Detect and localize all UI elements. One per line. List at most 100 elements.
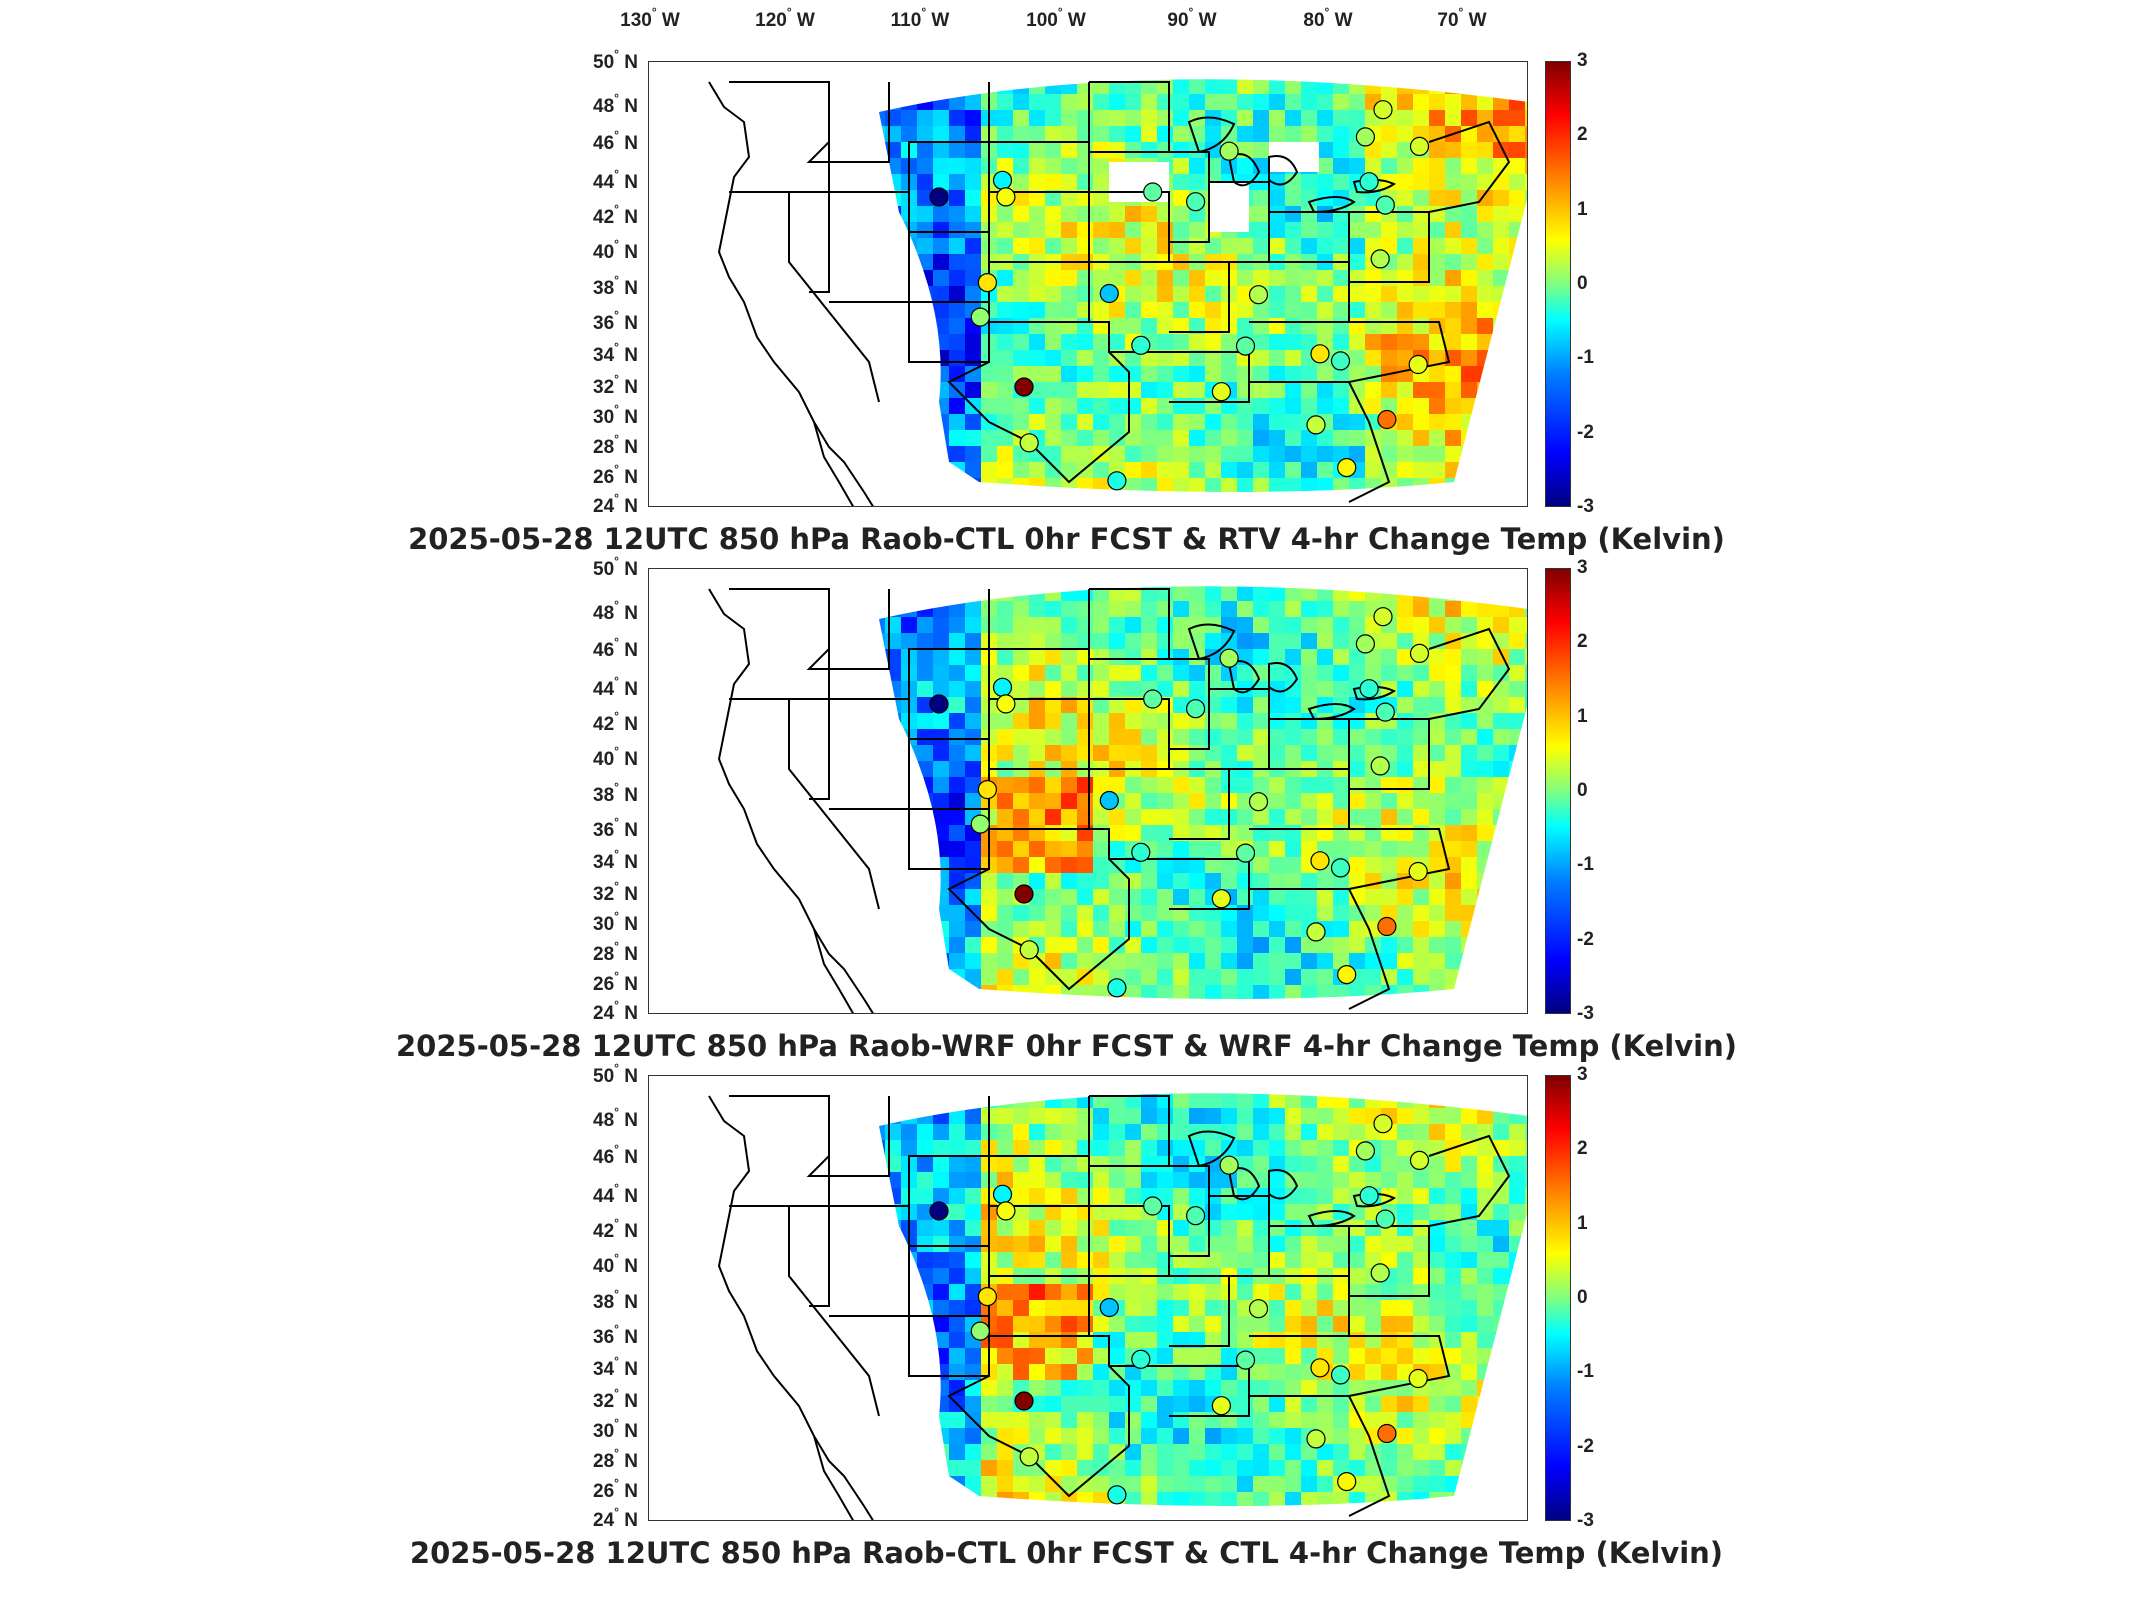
station-marker bbox=[1185, 192, 1206, 212]
panel-title-1: 2025-05-28 12UTC 850 hPa Raob-CTL 0hr FC… bbox=[408, 522, 1725, 556]
station-marker bbox=[1408, 861, 1428, 882]
station-marker bbox=[1211, 1396, 1232, 1416]
latitude-value: 28 bbox=[593, 1451, 615, 1472]
station-marker bbox=[1359, 679, 1379, 699]
colorbar-tick-label: 1 bbox=[1577, 1212, 1588, 1234]
station-marker bbox=[1107, 471, 1127, 491]
latitude-value: 48 bbox=[593, 96, 615, 117]
latitude-suffix: N bbox=[624, 1292, 638, 1313]
longitude-value: 90 bbox=[1167, 10, 1189, 31]
longitude-suffix: W bbox=[796, 10, 815, 31]
degree-symbol: ° bbox=[614, 939, 619, 953]
latitude-value: 50 bbox=[593, 559, 615, 580]
latitude-suffix: N bbox=[624, 1186, 638, 1207]
station-marker bbox=[1248, 285, 1269, 305]
latitude-value: 36 bbox=[593, 1327, 615, 1348]
colorbar-tick-label: -3 bbox=[1577, 496, 1594, 517]
degree-symbol: ° bbox=[1188, 5, 1194, 19]
latitude-value: 28 bbox=[593, 437, 615, 458]
latitude-label: 32° N bbox=[568, 879, 638, 906]
raob-stations bbox=[929, 607, 1430, 998]
map-panel-2 bbox=[648, 568, 1528, 1014]
colorbar-tick-label: -2 bbox=[1577, 928, 1594, 950]
station-marker bbox=[1219, 648, 1239, 668]
latitude-suffix: N bbox=[624, 1256, 638, 1277]
latitude-value: 28 bbox=[593, 944, 615, 965]
latitude-label: 44° N bbox=[568, 674, 638, 701]
station-marker bbox=[1143, 689, 1163, 709]
raob-stations bbox=[929, 100, 1430, 491]
latitude-label: 44° N bbox=[568, 167, 638, 194]
latitude-value: 36 bbox=[593, 313, 615, 334]
state-boundaries bbox=[708, 588, 1511, 1013]
station-marker bbox=[1355, 1141, 1376, 1161]
latitude-value: 46 bbox=[593, 640, 615, 661]
degree-symbol: ° bbox=[614, 47, 619, 61]
latitude-suffix: N bbox=[624, 207, 638, 228]
latitude-suffix: N bbox=[624, 1147, 638, 1168]
station-marker bbox=[977, 1287, 997, 1307]
longitude-value: 80 bbox=[1303, 10, 1325, 31]
degree-symbol: ° bbox=[614, 879, 619, 893]
latitude-value: 44 bbox=[593, 1186, 615, 1207]
degree-symbol: ° bbox=[614, 372, 619, 386]
latitude-suffix: N bbox=[624, 437, 638, 458]
colorbar-tick-label: -1 bbox=[1577, 347, 1594, 369]
latitude-suffix: N bbox=[624, 714, 638, 735]
degree-symbol: ° bbox=[614, 237, 619, 251]
latitude-suffix: N bbox=[624, 1421, 638, 1442]
station-marker bbox=[996, 187, 1016, 207]
colorbar-tick-label: 0 bbox=[1577, 1287, 1588, 1308]
latitude-label: 38° N bbox=[568, 780, 638, 807]
station-marker bbox=[1377, 1423, 1397, 1444]
latitude-value: 40 bbox=[593, 242, 615, 263]
latitude-value: 26 bbox=[593, 974, 615, 995]
station-marker bbox=[1235, 843, 1256, 863]
station-marker bbox=[1337, 1472, 1357, 1492]
latitude-label: 36° N bbox=[568, 815, 638, 842]
longitude-label: 80° W bbox=[1303, 5, 1352, 32]
latitude-value: 42 bbox=[593, 207, 615, 228]
station-marker bbox=[1355, 127, 1376, 147]
station-marker bbox=[1370, 1263, 1390, 1283]
latitude-label: 48° N bbox=[568, 598, 638, 625]
station-marker bbox=[1377, 916, 1397, 937]
latitude-label: 28° N bbox=[568, 1446, 638, 1473]
latitude-label: 26° N bbox=[568, 969, 638, 996]
station-marker bbox=[1131, 1349, 1151, 1369]
degree-symbol: ° bbox=[1324, 5, 1330, 19]
degree-symbol: ° bbox=[614, 1505, 619, 1519]
station-marker bbox=[1099, 790, 1119, 811]
degree-symbol: ° bbox=[614, 744, 619, 758]
latitude-value: 32 bbox=[593, 884, 615, 905]
station-marker bbox=[992, 170, 1013, 190]
latitude-value: 50 bbox=[593, 52, 615, 73]
station-marker bbox=[1375, 195, 1395, 215]
longitude-label: 70° W bbox=[1437, 5, 1487, 32]
colorbar-tick-label: 3 bbox=[1577, 50, 1588, 71]
state-boundaries bbox=[708, 81, 1511, 506]
degree-symbol: ° bbox=[614, 674, 619, 688]
map-plot-3 bbox=[708, 1093, 1527, 1520]
station-marker bbox=[1306, 922, 1326, 942]
temperature-field bbox=[879, 586, 1527, 999]
latitude-suffix: N bbox=[624, 974, 638, 995]
station-marker bbox=[1409, 136, 1430, 157]
latitude-label: 30° N bbox=[568, 1416, 638, 1443]
latitude-label: 38° N bbox=[568, 1287, 638, 1314]
degree-symbol: ° bbox=[614, 491, 619, 505]
latitude-suffix: N bbox=[624, 496, 638, 517]
station-marker bbox=[1099, 283, 1119, 304]
latitude-suffix: N bbox=[624, 345, 638, 366]
station-marker bbox=[1019, 1447, 1039, 1467]
station-marker bbox=[1359, 172, 1379, 192]
latitude-suffix: N bbox=[624, 1066, 638, 1087]
latitude-suffix: N bbox=[624, 1510, 638, 1531]
latitude-value: 24 bbox=[593, 1003, 615, 1024]
latitude-value: 50 bbox=[593, 1066, 615, 1087]
longitude-suffix: W bbox=[1468, 10, 1487, 31]
station-marker bbox=[996, 1201, 1016, 1221]
map-panel-1 bbox=[648, 61, 1528, 507]
degree-symbol: ° bbox=[614, 432, 619, 446]
